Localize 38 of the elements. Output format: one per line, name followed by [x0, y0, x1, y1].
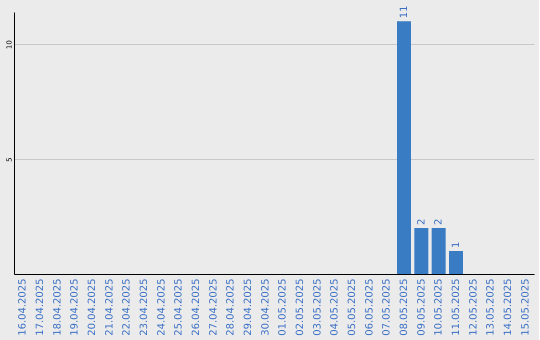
x-tick-label: 10.05.2025 [434, 278, 445, 336]
x-tick-label: 30.04.2025 [260, 278, 272, 336]
x-tick-label: 24.04.2025 [156, 278, 168, 336]
x-tick-label: 25.04.2025 [174, 278, 185, 336]
x-tick-label: 29.04.2025 [243, 278, 254, 336]
x-tick-label: 07.05.2025 [382, 278, 393, 336]
x-tick-label: 11.05.2025 [451, 278, 462, 336]
x-tick-label: 05.05.2025 [347, 278, 358, 336]
x-tick-label: 14.05.2025 [503, 278, 514, 336]
x-tick-label: 12.05.2025 [468, 278, 480, 336]
data-label: 11 [399, 5, 410, 18]
data-label: 1 [451, 242, 462, 248]
bar [414, 228, 428, 274]
x-tick-label: 16.04.2025 [18, 278, 29, 336]
x-tick-label: 01.05.2025 [278, 278, 289, 336]
x-tick-label: 09.05.2025 [416, 278, 428, 336]
data-label: 2 [434, 218, 445, 226]
x-tick-label: 13.05.2025 [486, 278, 497, 336]
x-tick-label: 28.04.2025 [226, 278, 237, 336]
x-tick-label: 27.04.2025 [208, 278, 220, 336]
x-tick-label: 23.04.2025 [139, 278, 150, 336]
x-tick-label: 22.04.2025 [122, 278, 133, 336]
x-tick-label: 21.04.2025 [104, 278, 116, 336]
x-tick-label: 04.05.2025 [330, 278, 341, 336]
x-tick-label: 03.05.2025 [312, 278, 324, 336]
x-tick-label: 02.05.2025 [295, 278, 306, 336]
x-tick-label: 18.04.2025 [52, 278, 64, 336]
bar [397, 21, 411, 274]
x-tick-label: 08.05.2025 [399, 278, 410, 336]
data-label: 2 [416, 218, 428, 226]
x-tick-label: 15.05.2025 [520, 278, 532, 336]
x-tick-label: 26.04.2025 [191, 278, 202, 336]
bar [449, 251, 463, 274]
x-tick-label: 19.04.2025 [70, 278, 81, 336]
x-tick-label: 17.04.2025 [35, 278, 46, 336]
x-tick-label: 06.05.2025 [364, 278, 376, 336]
bar [432, 228, 446, 274]
x-tick-label: 20.04.2025 [87, 278, 98, 336]
